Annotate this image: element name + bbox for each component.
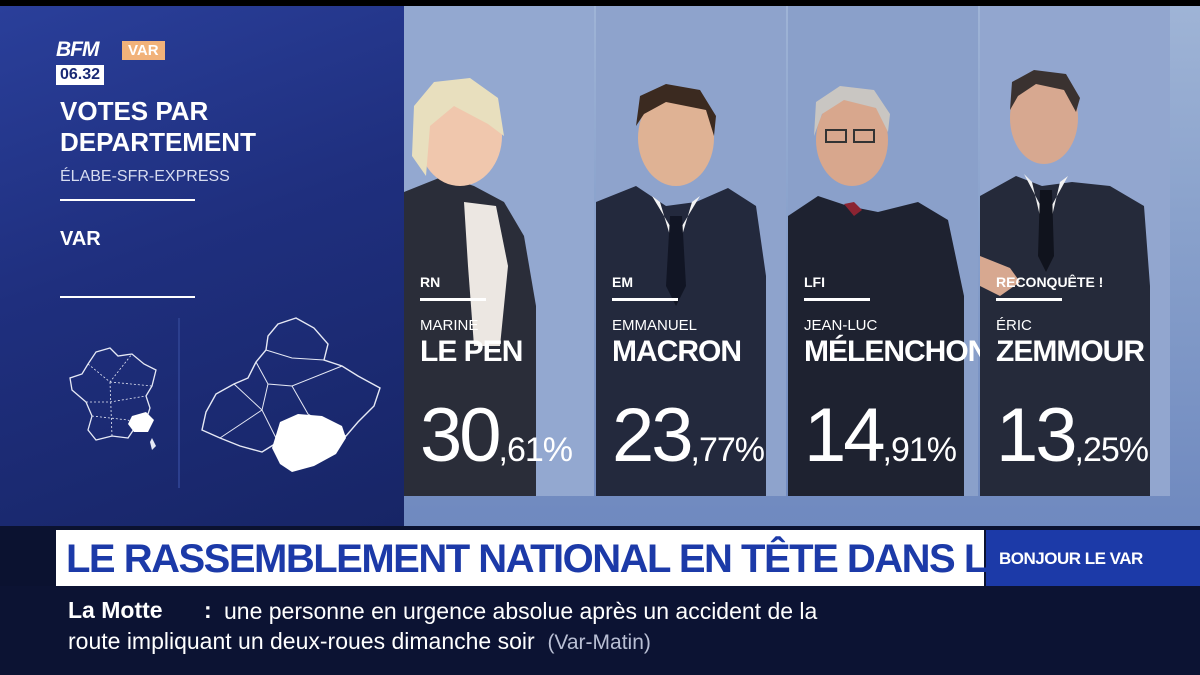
- clock: 06.32: [56, 65, 105, 85]
- candidate-photo: [980, 6, 1170, 496]
- party-divider: [612, 298, 678, 301]
- show-name-banner: BONJOUR LE VAR: [986, 530, 1200, 586]
- candidate-card: RN MARINE LE PEN 30,61%: [404, 6, 594, 496]
- candidate-first-name: MARINE: [420, 317, 479, 334]
- candidate-photo: [788, 6, 978, 496]
- candidate-card: EM EMMANUEL MACRON 23,77%: [596, 6, 786, 496]
- bfm-logo-text: BFM: [56, 38, 99, 61]
- ticker-source: (Var-Matin): [547, 631, 651, 654]
- candidate-percentage: 30,61%: [420, 393, 573, 490]
- candidate-card: LFI JEAN-LUC MÉLENCHON 14,91%: [788, 6, 989, 496]
- ticker-line-2-wrap: route impliquant un deux-roues dimanche …: [68, 628, 651, 655]
- candidate-first-name: EMMANUEL: [612, 317, 698, 334]
- party-divider: [804, 298, 870, 301]
- department-label: VAR: [60, 228, 101, 250]
- candidate-photo: [404, 6, 594, 496]
- percentage-integer: 30: [420, 393, 502, 478]
- ticker-location: La Motte: [68, 597, 163, 623]
- candidate-percentage: 23,77%: [612, 393, 765, 490]
- ticker-line-2: route impliquant un deux-roues dimanche …: [68, 628, 535, 654]
- headline-text: LE RASSEMBLEMENT NATIONAL EN TÊTE DANS L…: [66, 537, 1100, 581]
- percentage-integer: 14: [804, 393, 886, 478]
- region-badge: VAR: [122, 41, 165, 60]
- ticker-colon: :: [204, 597, 212, 623]
- divider: [60, 296, 195, 298]
- headline-banner: LE RASSEMBLEMENT NATIONAL EN TÊTE DANS L…: [56, 530, 1100, 586]
- party-divider: [996, 298, 1062, 301]
- party-divider: [420, 298, 486, 301]
- percentage-integer: 13: [996, 393, 1078, 478]
- candidate-percentage: 14,91%: [804, 393, 957, 490]
- percentage-decimal: ,25%: [1074, 431, 1149, 469]
- candidate-card: RECONQUÊTE ! ÉRIC ZEMMOUR 13,25%: [980, 6, 1170, 496]
- candidate-first-name: JEAN-LUC: [804, 317, 878, 334]
- news-ticker: La Motte : une personne en urgence absol…: [0, 586, 1200, 675]
- candidate-last-name: MÉLENCHON: [804, 335, 989, 368]
- poll-source: ÉLABE-SFR-EXPRESS: [60, 168, 230, 185]
- candidate-photo: [596, 6, 786, 496]
- party-label: RN: [420, 274, 441, 290]
- france-map-icon: [69, 347, 157, 450]
- percentage-decimal: ,61%: [498, 431, 573, 469]
- percentage-decimal: ,91%: [882, 431, 957, 469]
- candidate-first-name: ÉRIC: [996, 317, 1032, 334]
- percentage-integer: 23: [612, 393, 694, 478]
- ticker-line-1: une personne en urgence absolue après un…: [224, 598, 818, 624]
- party-label: LFI: [804, 274, 825, 290]
- map-divider: [178, 318, 180, 488]
- candidate-percentage: 13,25%: [996, 393, 1149, 490]
- candidate-last-name: LE PEN: [420, 335, 523, 368]
- party-label: EM: [612, 274, 633, 290]
- party-label: RECONQUÊTE !: [996, 274, 1104, 290]
- percentage-decimal: ,77%: [690, 431, 765, 469]
- region-map-icon: [201, 317, 381, 472]
- candidate-last-name: ZEMMOUR: [996, 335, 1145, 368]
- show-name: BONJOUR LE VAR: [999, 549, 1143, 568]
- top-black-strip: [0, 0, 1200, 6]
- panel-title: VOTES PAR DEPARTEMENT: [60, 96, 256, 157]
- candidate-last-name: MACRON: [612, 335, 742, 368]
- divider: [60, 199, 195, 201]
